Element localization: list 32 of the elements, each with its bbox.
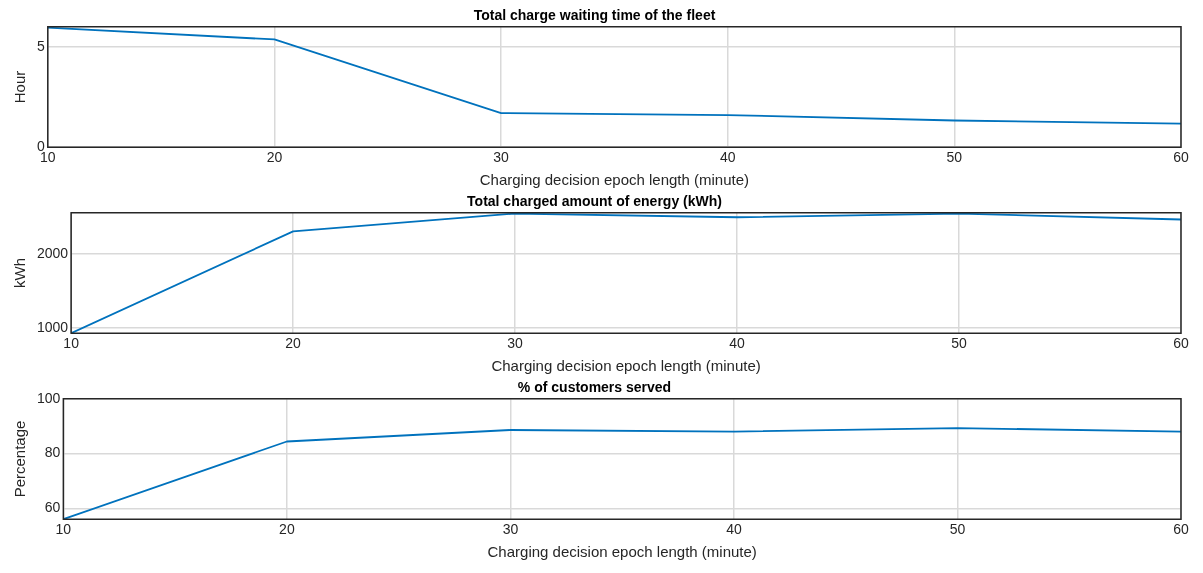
y-tick-label: 80 — [44, 444, 61, 461]
x-tick-label: 30 — [507, 335, 524, 352]
y-axis-title: Percentage — [11, 420, 29, 498]
y-axis-title: Hour — [11, 70, 29, 104]
x-tick-label: 20 — [279, 521, 295, 538]
y-tick-label: 2000 — [36, 244, 69, 261]
x-tick-label: 20 — [285, 335, 302, 352]
x-tick-label: 40 — [726, 521, 742, 538]
y-tick-label: 100 — [37, 389, 61, 406]
x-tick-label: 50 — [946, 149, 963, 166]
x-tick-label: 50 — [951, 335, 968, 352]
y-tick-label: 60 — [44, 499, 61, 516]
x-tick-label: 50 — [949, 521, 966, 538]
x-axis-title: Charging decision epoch length (minute) — [487, 543, 757, 561]
chart-title: Total charged amount of energy (kWh) — [467, 193, 722, 210]
x-tick-label: 40 — [719, 149, 736, 166]
x-tick-label: 10 — [55, 521, 72, 538]
x-tick-label: 20 — [266, 149, 283, 166]
x-tick-label: 40 — [729, 335, 746, 352]
x-tick-label: 60 — [1173, 521, 1189, 538]
chart-title: % of customers served — [517, 379, 672, 396]
x-tick-label: 60 — [1173, 335, 1189, 352]
x-tick-label: 60 — [1173, 149, 1189, 166]
x-axis-title: Charging decision epoch length (minute) — [491, 357, 761, 375]
y-tick-label: 1000 — [36, 318, 69, 335]
y-axis-title: kWh — [11, 258, 29, 288]
x-tick-label: 10 — [63, 335, 80, 352]
x-tick-label: 30 — [502, 521, 519, 538]
y-tick-label: 5 — [36, 37, 45, 54]
x-axis-title: Charging decision epoch length (minute) — [479, 171, 750, 189]
x-tick-label: 30 — [493, 149, 510, 166]
chart-title: Total charge waiting time of the fleet — [473, 7, 716, 24]
